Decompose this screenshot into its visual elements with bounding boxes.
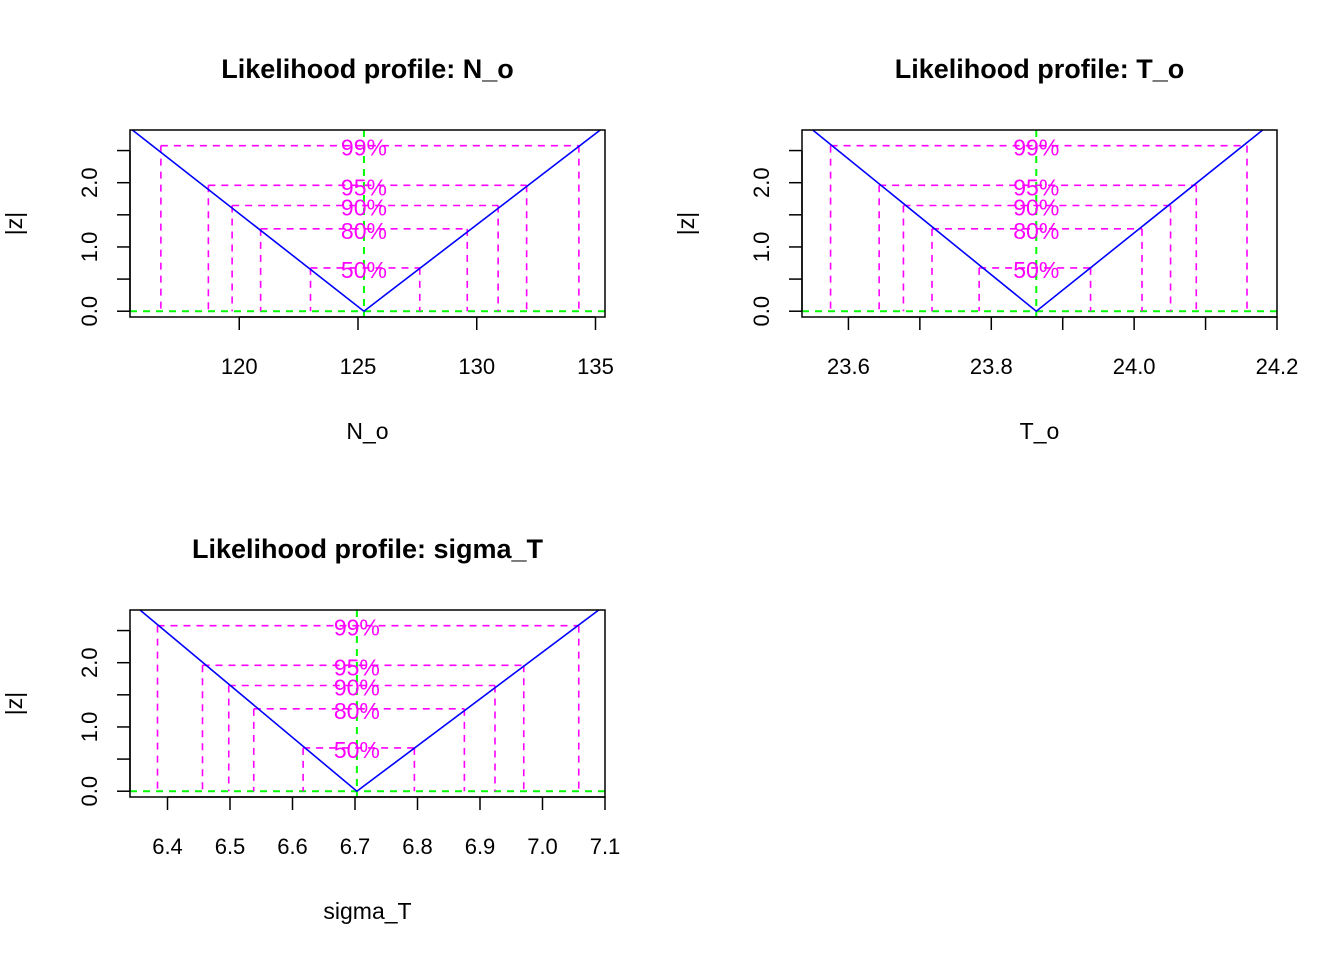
level-label: 50% (1013, 257, 1059, 283)
x-axis-label: T_o (1020, 418, 1060, 444)
x-tick-label: 6.9 (465, 834, 496, 859)
plot-area (802, 130, 1277, 317)
x-tick-label: 6.8 (402, 834, 433, 859)
y-axis-label: |z| (1, 692, 27, 715)
x-axis-label: sigma_T (323, 898, 411, 924)
plot-area (130, 610, 605, 797)
chart-title: Likelihood profile: N_o (221, 54, 514, 84)
x-tick-label: 24.2 (1256, 354, 1299, 379)
y-tick-label: 1.0 (749, 232, 774, 263)
x-tick-label: 130 (458, 354, 495, 379)
chart-title: Likelihood profile: T_o (895, 54, 1185, 84)
chart-panel-3: Likelihood profile: sigma_T 50% 80%90%95% 9… (1, 534, 620, 924)
level-label: 50% (341, 257, 387, 283)
y-tick-label: 0.0 (77, 296, 102, 327)
profile-curve (131, 130, 601, 313)
x-tick-label: 23.6 (827, 354, 870, 379)
level-label: 80% (1013, 218, 1059, 244)
y-tick-label: 1.0 (77, 232, 102, 263)
x-tick-label: 6.7 (340, 834, 371, 859)
level-label: 80% (334, 698, 380, 724)
level-label: 95% (341, 174, 387, 200)
level-label: 50% (334, 737, 380, 763)
level-label: 80% (341, 218, 387, 244)
chart-title: Likelihood profile: sigma_T (192, 534, 544, 564)
y-tick-label: 1.0 (77, 712, 102, 743)
level-label: 90% (1013, 195, 1059, 221)
x-tick-label: 6.4 (152, 834, 183, 859)
x-tick-label: 135 (577, 354, 614, 379)
plot-area (130, 130, 605, 317)
y-tick-label: 2.0 (77, 167, 102, 198)
y-axis-label: |z| (673, 212, 699, 235)
profile-curve (812, 130, 1264, 313)
x-tick-label: 6.6 (277, 834, 308, 859)
x-tick-label: 125 (340, 354, 377, 379)
x-tick-label: 7.1 (590, 834, 621, 859)
x-axis-label: N_o (346, 418, 388, 444)
x-tick-label: 7.0 (527, 834, 558, 859)
profile-curve (139, 610, 600, 793)
y-tick-label: 2.0 (77, 647, 102, 678)
x-tick-label: 120 (221, 354, 258, 379)
chart-panel-1: Likelihood profile: N_o 50% 80%90%95% 99% 12… (1, 54, 614, 444)
level-label: 95% (334, 654, 380, 680)
level-label: 90% (334, 675, 380, 701)
y-tick-label: 2.0 (749, 167, 774, 198)
level-label: 99% (334, 615, 380, 641)
x-tick-label: 23.8 (970, 354, 1013, 379)
y-tick-label: 0.0 (77, 776, 102, 807)
x-tick-label: 6.5 (215, 834, 246, 859)
level-label: 99% (341, 135, 387, 161)
level-label: 95% (1013, 174, 1059, 200)
chart-panel-2: Likelihood profile: T_o 50% 80%90%95% 99% 23… (673, 54, 1298, 444)
y-axis-label: |z| (1, 212, 27, 235)
x-tick-label: 24.0 (1113, 354, 1156, 379)
level-label: 90% (341, 195, 387, 221)
y-tick-label: 0.0 (749, 296, 774, 327)
level-label: 99% (1013, 135, 1059, 161)
